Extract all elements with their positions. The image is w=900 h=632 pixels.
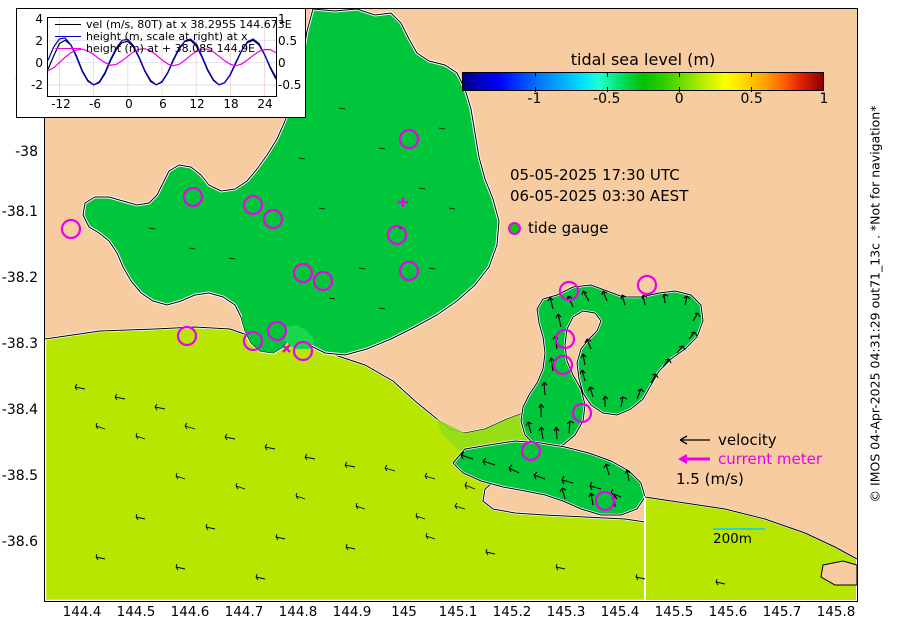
inset-x-tick: 24 — [257, 97, 273, 111]
current-meter-arrow-icon — [678, 453, 710, 464]
y-tick: -38.2 — [1, 270, 38, 286]
credit-text: © IMOS 04-Apr-2025 04:31:29 out71_13c . … — [861, 8, 889, 600]
colorbar-tick: 0 — [674, 91, 684, 107]
velocity-arrow-icon — [679, 434, 710, 445]
x-tick: 144.5 — [116, 604, 156, 620]
inset-right-tick: 0.5 — [278, 34, 298, 48]
inset-legend-label: height (m, scale at right) at x — [86, 29, 248, 43]
timestamp-block: 05-05-2025 17:30 UTC 06-05-2025 03:30 AE… — [510, 165, 688, 207]
velocity-scale-label: 1.5 (m/s) — [676, 470, 744, 488]
colorbar-gradient — [462, 72, 824, 92]
legend-swatch-height-plus — [55, 47, 81, 49]
timestamp-utc: 05-05-2025 17:30 UTC — [510, 166, 680, 184]
x-tick: 145.1 — [438, 604, 478, 620]
inset-x-tick: 6 — [159, 97, 167, 111]
colorbar-title: tidal sea level (m) — [570, 50, 716, 69]
colorbar-tick: 0.5 — [740, 91, 763, 107]
x-tick: 144.4 — [62, 604, 102, 620]
y-tick: -38.3 — [1, 336, 38, 352]
colorbar-tick: -0.5 — [593, 91, 621, 107]
velocity-legend-label: velocity — [718, 430, 777, 449]
inset-legend-label: vel (m/s, 80T) at x 38.295S 144.673E — [86, 17, 292, 31]
inset-axes — [47, 17, 277, 97]
current-meter-legend-row: current meter — [676, 449, 822, 468]
tide-gauge-markers[interactable] — [60, 128, 658, 512]
tide-gauge-legend-label: tide gauge — [528, 219, 609, 237]
x-tick: 145.4 — [600, 604, 640, 620]
inset-left-tick: 0 — [35, 56, 43, 70]
inset-x-tick: -6 — [89, 97, 101, 111]
inset-right-tick: 1 — [278, 12, 286, 26]
x-tick: 144.7 — [224, 604, 264, 620]
y-tick: -38.5 — [1, 468, 38, 484]
timestamp-local: 06-05-2025 03:30 AEST — [510, 187, 689, 205]
inset-x-tick: 18 — [223, 97, 239, 111]
x-tick: 145.3 — [546, 604, 586, 620]
inset-x-tick: 12 — [189, 97, 205, 111]
scale-bar-label: 200m — [713, 531, 752, 547]
x-tick: 144.9 — [332, 604, 372, 620]
x-tick: 145.2 — [492, 604, 532, 620]
colorbar-tick: -1 — [527, 91, 542, 107]
scale-bar: 200m — [713, 528, 765, 547]
inset-legend-row: height (m, scale at right) at x — [55, 29, 292, 43]
inset-left-tick: -2 — [31, 78, 43, 92]
inset-legend-row: height (m) at + 38.08S 144.9E — [55, 41, 292, 55]
legend-swatch-height-x — [55, 35, 81, 37]
inset-legend: vel (m/s, 80T) at x 38.295S 144.673E hei… — [55, 17, 292, 55]
inset-curves — [48, 18, 276, 96]
inset-right-tick: 0 — [278, 56, 286, 70]
inset-left-tick: 4 — [35, 12, 43, 26]
x-tick: 145.6 — [708, 604, 748, 620]
x-tick: 144.6 — [170, 604, 210, 620]
colorbar: tidal sea level (m) -1 -0.5 0 0.5 1 — [462, 50, 828, 107]
legend-swatch-velocity — [55, 23, 81, 25]
inset-legend-label: height (m) at + 38.08S 144.9E — [86, 41, 256, 55]
y-tick: -38.6 — [1, 534, 38, 550]
inset-legend-row: vel (m/s, 80T) at x 38.295S 144.673E — [55, 17, 292, 31]
velocity-legend: velocity current meter 1.5 (m/s) — [676, 430, 822, 489]
inset-right-tick: -0.5 — [278, 78, 302, 92]
current-meter-legend-label: current meter — [718, 449, 822, 468]
inset-x-tick: -12 — [51, 97, 71, 111]
y-tick: -38.1 — [1, 204, 38, 220]
velocity-vector-field — [74, 107, 726, 586]
tide-gauge-legend: tide gauge — [508, 219, 609, 237]
x-tick: 145.8 — [816, 604, 856, 620]
scale-bar-line — [713, 528, 765, 530]
timeseries-inset[interactable]: 4 2 0 -2 1 0.5 0 -0.5 -12 -6 0 6 12 18 2… — [16, 8, 306, 118]
station-markers — [282, 197, 408, 353]
y-tick: -38 — [15, 144, 38, 160]
x-tick: 145 — [391, 604, 417, 620]
y-tick: -38.4 — [1, 402, 38, 418]
x-tick: 145.5 — [654, 604, 694, 620]
inset-x-tick: 0 — [125, 97, 133, 111]
colorbar-tick: 1 — [819, 91, 829, 107]
inset-left-tick: 2 — [35, 34, 43, 48]
tide-gauge-icon — [508, 221, 521, 235]
x-tick: 145.7 — [762, 604, 802, 620]
credit-label: © IMOS 04-Apr-2025 04:31:29 out71_13c . … — [867, 105, 883, 503]
velocity-legend-row: velocity — [676, 430, 822, 449]
x-tick: 144.8 — [278, 604, 318, 620]
